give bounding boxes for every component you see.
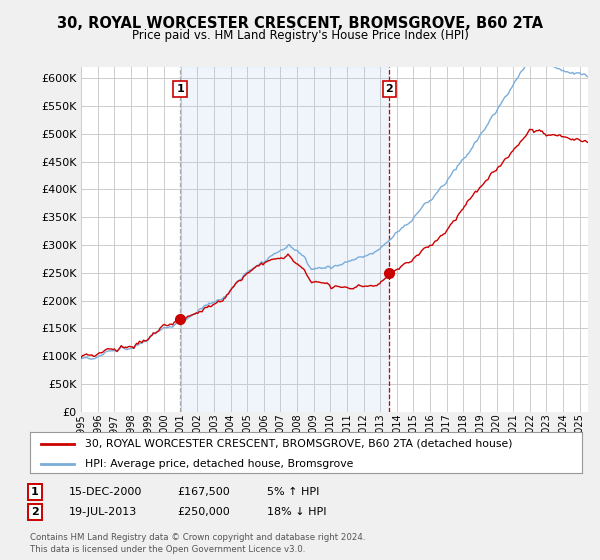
Bar <box>180 67 389 412</box>
Text: 30, ROYAL WORCESTER CRESCENT, BROMSGROVE, B60 2TA (detached house): 30, ROYAL WORCESTER CRESCENT, BROMSGROVE… <box>85 439 513 449</box>
Text: 19-JUL-2013: 19-JUL-2013 <box>69 507 137 517</box>
Text: 1: 1 <box>176 84 184 94</box>
Text: HPI: Average price, detached house, Bromsgrove: HPI: Average price, detached house, Brom… <box>85 459 353 469</box>
Text: Price paid vs. HM Land Registry's House Price Index (HPI): Price paid vs. HM Land Registry's House … <box>131 29 469 42</box>
Text: 15-DEC-2000: 15-DEC-2000 <box>69 487 142 497</box>
Text: £250,000: £250,000 <box>177 507 230 517</box>
Text: 2: 2 <box>31 507 38 517</box>
Text: Contains HM Land Registry data © Crown copyright and database right 2024.
This d: Contains HM Land Registry data © Crown c… <box>30 533 365 554</box>
Text: 30, ROYAL WORCESTER CRESCENT, BROMSGROVE, B60 2TA: 30, ROYAL WORCESTER CRESCENT, BROMSGROVE… <box>57 16 543 31</box>
Text: 2: 2 <box>385 84 393 94</box>
Text: 5% ↑ HPI: 5% ↑ HPI <box>267 487 319 497</box>
Text: 1: 1 <box>31 487 38 497</box>
Text: 18% ↓ HPI: 18% ↓ HPI <box>267 507 326 517</box>
Text: £167,500: £167,500 <box>177 487 230 497</box>
